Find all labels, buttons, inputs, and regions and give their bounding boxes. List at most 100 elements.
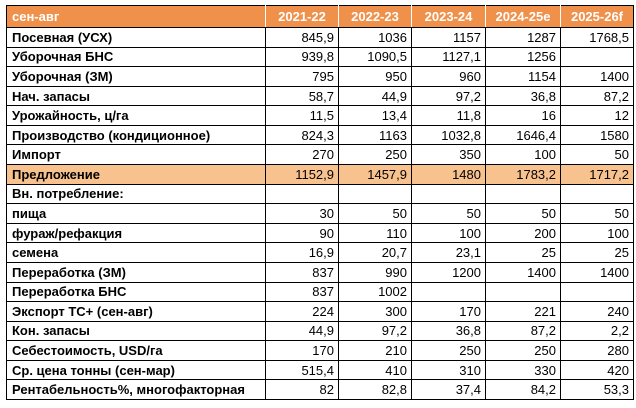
value-cell[interactable]: 1090,5 [338, 46, 412, 68]
value-cell[interactable]: 270 [265, 144, 339, 166]
value-cell[interactable]: 1127,1 [411, 46, 486, 68]
value-cell[interactable]: 100 [485, 144, 561, 166]
value-cell[interactable]: 44,9 [338, 85, 412, 107]
value-cell[interactable]: 240 [560, 301, 634, 322]
value-cell[interactable]: 110 [338, 222, 412, 244]
value-cell[interactable] [485, 183, 561, 205]
value-cell[interactable]: 20,7 [338, 242, 412, 263]
row-label-cell[interactable]: семена [6, 242, 266, 263]
value-cell[interactable] [265, 183, 339, 205]
value-cell[interactable]: 210 [338, 340, 412, 361]
value-cell[interactable]: 12 [560, 105, 634, 126]
value-cell[interactable]: 53,3 [560, 379, 634, 400]
row-label-cell[interactable]: Вн. потребление: [6, 183, 266, 205]
value-cell[interactable]: 410 [338, 359, 412, 381]
value-cell[interactable]: 250 [411, 340, 486, 361]
value-cell[interactable]: 87,2 [560, 85, 634, 107]
header-year-cell[interactable]: 2025-26f [560, 5, 634, 28]
value-cell[interactable]: 82 [265, 379, 339, 400]
row-label-cell[interactable]: Предложение [6, 164, 266, 185]
value-cell[interactable]: 837 [265, 261, 339, 283]
value-cell[interactable]: 11,5 [265, 105, 339, 126]
value-cell[interactable]: 939,8 [265, 46, 339, 68]
row-label-cell[interactable]: Нач. запасы [6, 85, 266, 107]
value-cell[interactable]: 25 [560, 242, 634, 263]
value-cell[interactable]: 1400 [485, 261, 561, 283]
value-cell[interactable]: 97,2 [411, 85, 486, 107]
row-label-cell[interactable]: Посевная (УСХ) [6, 27, 266, 48]
value-cell[interactable]: 1002 [338, 281, 412, 303]
value-cell[interactable]: 25 [485, 242, 561, 263]
value-cell[interactable]: 23,1 [411, 242, 486, 263]
value-cell[interactable]: 1783,2 [485, 164, 561, 185]
row-label-cell[interactable]: Экспорт ТС+ (сен-авг) [6, 301, 266, 322]
value-cell[interactable]: 50 [485, 203, 561, 224]
value-cell[interactable]: 13,4 [338, 105, 412, 126]
value-cell[interactable] [411, 183, 486, 205]
header-year-cell[interactable]: 2021-22 [265, 5, 339, 28]
value-cell[interactable]: 221 [485, 301, 561, 322]
value-cell[interactable]: 37,4 [411, 379, 486, 400]
value-cell[interactable] [560, 183, 634, 205]
value-cell[interactable]: 1400 [560, 66, 634, 87]
value-cell[interactable]: 1480 [411, 164, 486, 185]
value-cell[interactable]: 960 [411, 66, 486, 87]
value-cell[interactable]: 1768,5 [560, 27, 634, 48]
value-cell[interactable]: 1163 [338, 124, 412, 146]
row-label-cell[interactable]: Переработка БНС [6, 281, 266, 303]
value-cell[interactable]: 16 [485, 105, 561, 126]
value-cell[interactable]: 2,2 [560, 320, 634, 342]
value-cell[interactable]: 1646,4 [485, 124, 561, 146]
value-cell[interactable]: 420 [560, 359, 634, 381]
value-cell[interactable]: 1032,8 [411, 124, 486, 146]
value-cell[interactable]: 1256 [485, 46, 561, 68]
header-year-cell[interactable]: 2024-25e [485, 5, 561, 28]
value-cell[interactable]: 58,7 [265, 85, 339, 107]
row-label-cell[interactable]: Урожайность, ц/га [6, 105, 266, 126]
row-label-cell[interactable]: Себестоимость, USD/га [6, 340, 266, 361]
value-cell[interactable]: 250 [338, 144, 412, 166]
value-cell[interactable]: 795 [265, 66, 339, 87]
value-cell[interactable]: 1152,9 [265, 164, 339, 185]
row-label-cell[interactable]: Рентабельность%, многофакторная [6, 379, 266, 400]
value-cell[interactable]: 44,9 [265, 320, 339, 342]
value-cell[interactable]: 170 [265, 340, 339, 361]
value-cell[interactable]: 250 [485, 340, 561, 361]
value-cell[interactable]: 1580 [560, 124, 634, 146]
value-cell[interactable]: 36,8 [411, 320, 486, 342]
value-cell[interactable]: 50 [411, 203, 486, 224]
row-label-cell[interactable]: Кон. запасы [6, 320, 266, 342]
value-cell[interactable] [485, 281, 561, 303]
value-cell[interactable]: 84,2 [485, 379, 561, 400]
header-year-cell[interactable]: 2022-23 [338, 5, 412, 28]
value-cell[interactable]: 30 [265, 203, 339, 224]
value-cell[interactable]: 350 [411, 144, 486, 166]
row-label-cell[interactable]: Импорт [6, 144, 266, 166]
value-cell[interactable]: 310 [411, 359, 486, 381]
value-cell[interactable]: 90 [265, 222, 339, 244]
value-cell[interactable]: 1036 [338, 27, 412, 48]
row-label-cell[interactable]: фураж/рефакция [6, 222, 266, 244]
value-cell[interactable]: 170 [411, 301, 486, 322]
value-cell[interactable]: 1717,2 [560, 164, 634, 185]
value-cell[interactable]: 36,8 [485, 85, 561, 107]
value-cell[interactable]: 330 [485, 359, 561, 381]
value-cell[interactable]: 845,9 [265, 27, 339, 48]
value-cell[interactable] [338, 183, 412, 205]
value-cell[interactable]: 100 [560, 222, 634, 244]
value-cell[interactable]: 837 [265, 281, 339, 303]
value-cell[interactable]: 50 [560, 144, 634, 166]
value-cell[interactable]: 1457,9 [338, 164, 412, 185]
value-cell[interactable]: 300 [338, 301, 412, 322]
value-cell[interactable] [560, 281, 634, 303]
value-cell[interactable]: 100 [411, 222, 486, 244]
value-cell[interactable]: 16,9 [265, 242, 339, 263]
value-cell[interactable]: 1287 [485, 27, 561, 48]
value-cell[interactable]: 990 [338, 261, 412, 283]
value-cell[interactable]: 515,4 [265, 359, 339, 381]
value-cell[interactable]: 280 [560, 340, 634, 361]
value-cell[interactable]: 82,8 [338, 379, 412, 400]
row-label-cell[interactable]: пища [6, 203, 266, 224]
row-label-cell[interactable]: Переработка (ЗМ) [6, 261, 266, 283]
value-cell[interactable] [411, 281, 486, 303]
